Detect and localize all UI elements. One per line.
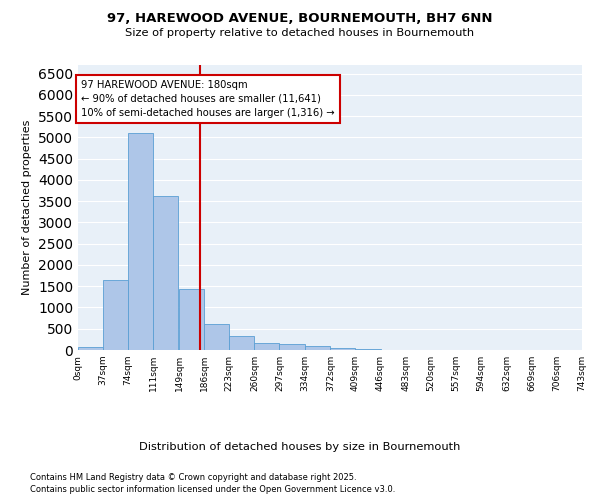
Text: 97, HAREWOOD AVENUE, BOURNEMOUTH, BH7 6NN: 97, HAREWOOD AVENUE, BOURNEMOUTH, BH7 6N… [107, 12, 493, 26]
Text: Size of property relative to detached houses in Bournemouth: Size of property relative to detached ho… [125, 28, 475, 38]
Bar [355, 349, 380, 350]
Bar [331, 348, 355, 350]
Bar [280, 344, 305, 350]
Bar [128, 133, 153, 350]
Bar [229, 336, 254, 350]
Bar [78, 347, 103, 350]
Bar [204, 324, 229, 350]
Bar [305, 346, 329, 350]
Bar [179, 289, 204, 350]
Bar [254, 344, 280, 350]
Text: 97 HAREWOOD AVENUE: 180sqm
← 90% of detached houses are smaller (11,641)
10% of : 97 HAREWOOD AVENUE: 180sqm ← 90% of deta… [82, 80, 335, 118]
Bar [103, 280, 128, 350]
Text: Contains public sector information licensed under the Open Government Licence v3: Contains public sector information licen… [30, 485, 395, 494]
Y-axis label: Number of detached properties: Number of detached properties [22, 120, 32, 295]
Text: Contains HM Land Registry data © Crown copyright and database right 2025.: Contains HM Land Registry data © Crown c… [30, 472, 356, 482]
Bar [153, 196, 178, 350]
Text: Distribution of detached houses by size in Bournemouth: Distribution of detached houses by size … [139, 442, 461, 452]
